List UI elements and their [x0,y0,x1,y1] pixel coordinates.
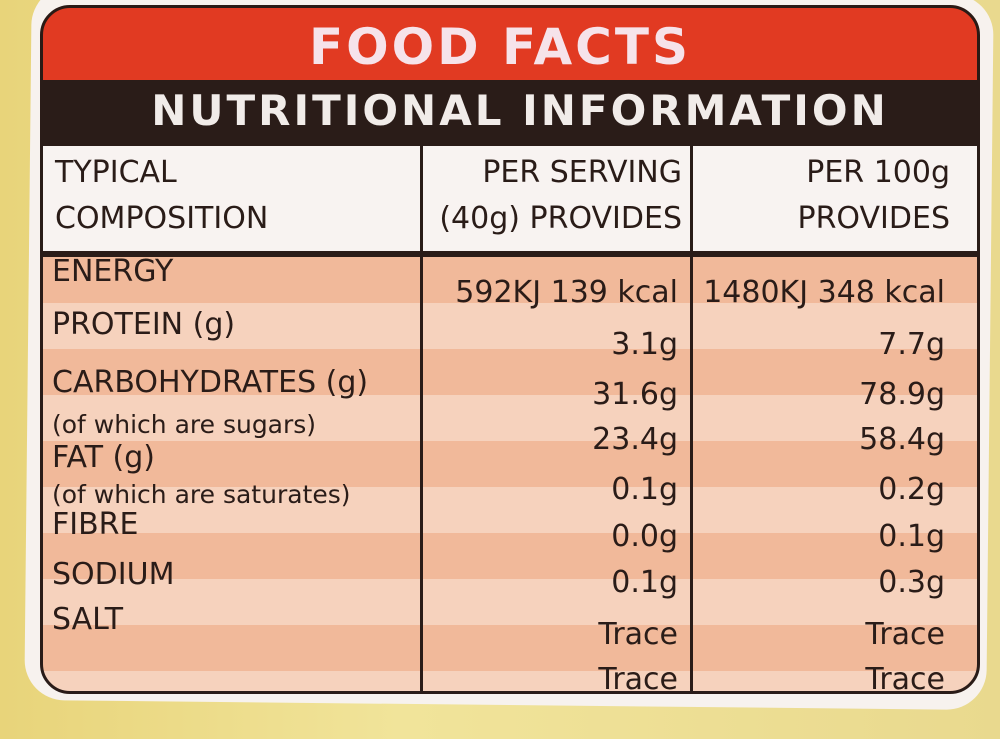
per-100g: 7.7g [878,327,945,362]
per-100g: 58.4g [859,422,945,457]
per-serving: 592KJ 139 kcal [455,275,678,310]
subtitle: NUTRITIONAL INFORMATION [151,86,889,135]
row-label: CARBOHYDRATES (g) [52,365,369,400]
column-header: (40g) PROVIDES [439,201,682,236]
per-100g: 0.3g [878,565,945,600]
per-100g: 0.1g [878,519,945,554]
row-label: FIBRE [52,507,139,542]
row-label: PROTEIN (g) [52,307,236,342]
table-body [40,254,980,694]
per-100g: 0.2g [878,472,945,507]
row-label: SODIUM [52,557,175,592]
row-label: (of which are sugars) [52,410,317,439]
per-serving: 0.1g [611,565,678,600]
row-label: SALT [52,602,124,637]
per-serving: Trace [598,617,678,652]
per-serving: 0.1g [611,472,678,507]
per-serving: 0.0g [611,519,678,554]
per-100g: 78.9g [859,377,945,412]
column-divider [690,146,693,694]
title: FOOD FACTS [308,18,691,76]
per-serving: 3.1g [611,327,678,362]
row-label: ENERGY [52,254,174,289]
per-100g: Trace [865,617,945,652]
row-label: (of which are saturates) [52,480,351,509]
per-serving: Trace [598,662,678,697]
header-row [40,146,980,254]
column-header: TYPICAL [55,155,177,190]
per-serving: 31.6g [592,377,678,412]
column-header: PER 100g [806,155,950,190]
subtitle-banner [40,80,980,146]
column-divider [420,146,423,694]
per-100g: Trace [865,662,945,697]
column-header: PER SERVING [482,155,682,190]
column-header: COMPOSITION [55,201,269,236]
per-serving: 23.4g [592,422,678,457]
column-header: PROVIDES [797,201,951,236]
row-label: FAT (g) [52,440,156,475]
per-100g: 1480KJ 348 kcal [703,275,945,310]
